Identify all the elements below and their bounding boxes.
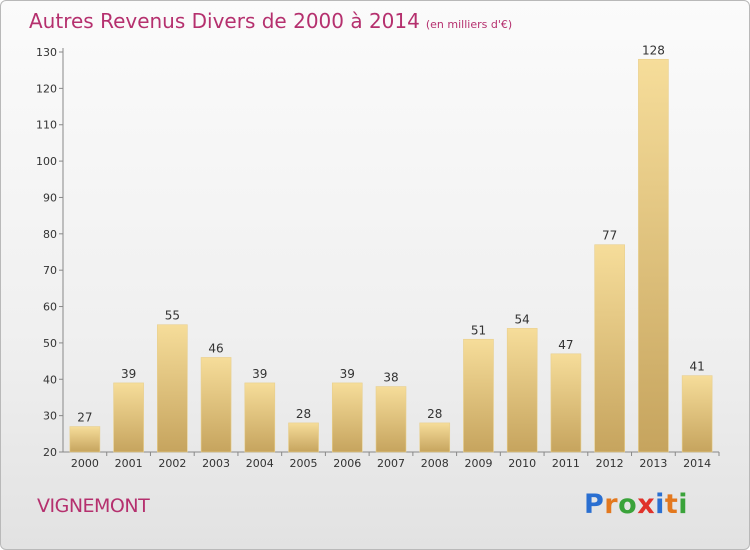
bar — [550, 353, 582, 453]
logo-letter: t — [664, 489, 679, 520]
chart-title-text: Autres Revenus Divers de 2000 à 2014 — [29, 9, 420, 33]
y-tick-label: 70 — [43, 264, 57, 277]
chart-title: Autres Revenus Divers de 2000 à 2014 (en … — [29, 9, 512, 33]
bar — [463, 338, 494, 453]
x-tick-label: 2004 — [246, 457, 274, 470]
y-tick-label: 60 — [43, 301, 57, 314]
x-tick-label: 2011 — [552, 457, 580, 470]
chart-bars: 27 39 55 46 39 28 39 38 28 51 54 47 77 128 41 — [69, 43, 713, 453]
y-tick-label: 50 — [43, 337, 57, 350]
y-tick-label: 110 — [36, 119, 57, 132]
y-tick-label: 130 — [36, 46, 57, 59]
city-name: VIGNEMONT — [37, 495, 150, 517]
y-tick-label: 120 — [36, 82, 57, 95]
y-tick-label: 80 — [43, 228, 57, 241]
x-tick-label: 2000 — [71, 457, 99, 470]
bar — [419, 422, 451, 453]
bar-value-label: 39 — [121, 367, 136, 381]
bar — [594, 244, 625, 453]
bar-value-label: 55 — [165, 309, 180, 323]
bar-value-label: 128 — [642, 43, 665, 57]
bar-value-label: 46 — [208, 341, 223, 355]
x-tick-label: 2007 — [377, 457, 405, 470]
bar-value-label: 77 — [602, 229, 617, 243]
bar-value-label: 28 — [427, 407, 442, 421]
x-tick-label: 2002 — [158, 457, 186, 470]
bar — [331, 382, 363, 453]
bar-value-label: 27 — [77, 411, 92, 425]
bar — [200, 357, 232, 453]
logo-letter: i — [655, 489, 665, 520]
bar — [244, 382, 276, 453]
logo-letter: i — [678, 489, 689, 520]
bar-value-label: 39 — [340, 367, 355, 381]
logo-letter: x — [637, 489, 656, 520]
y-tick-label: 40 — [43, 373, 57, 386]
chart-axes: 20 30 40 50 60 70 80 90 100 110 120 130 2000 2001 2002… — [36, 46, 720, 470]
bar — [288, 422, 319, 453]
x-tick-label: 2014 — [683, 457, 711, 470]
proxiti-logo[interactable]: Proxiti — [584, 489, 688, 520]
x-tick-label: 2006 — [333, 457, 361, 470]
bar — [375, 386, 407, 453]
y-tick-label: 20 — [43, 446, 57, 459]
x-tick-label: 2003 — [202, 457, 230, 470]
bar — [638, 58, 669, 453]
x-tick-label: 2009 — [464, 457, 492, 470]
chart-unit: (en milliers d'€) — [425, 18, 513, 31]
y-tick-label: 30 — [43, 410, 57, 423]
bar — [681, 375, 713, 453]
bar-value-label: 28 — [296, 407, 311, 421]
x-tick-label: 2001 — [115, 457, 143, 470]
x-tick-label: 2012 — [596, 457, 624, 470]
y-tick-label: 90 — [43, 191, 57, 204]
x-tick-label: 2008 — [421, 457, 449, 470]
bar — [69, 426, 101, 453]
bar-value-label: 41 — [689, 360, 704, 374]
x-tick-label: 2005 — [290, 457, 318, 470]
bar-value-label: 54 — [515, 312, 530, 326]
bar — [113, 382, 144, 453]
x-tick-label: 2013 — [639, 457, 667, 470]
bar-value-label: 51 — [471, 323, 486, 337]
x-tick-label: 2010 — [508, 457, 536, 470]
y-tick-label: 100 — [36, 155, 57, 168]
bar-value-label: 39 — [252, 367, 267, 381]
logo-letter: o — [618, 489, 638, 520]
bar-value-label: 47 — [558, 338, 573, 352]
logo-letter: r — [604, 489, 619, 520]
bar-value-label: 38 — [383, 371, 398, 385]
bar — [157, 324, 188, 453]
bar — [506, 328, 538, 453]
logo-letter: P — [584, 489, 605, 520]
